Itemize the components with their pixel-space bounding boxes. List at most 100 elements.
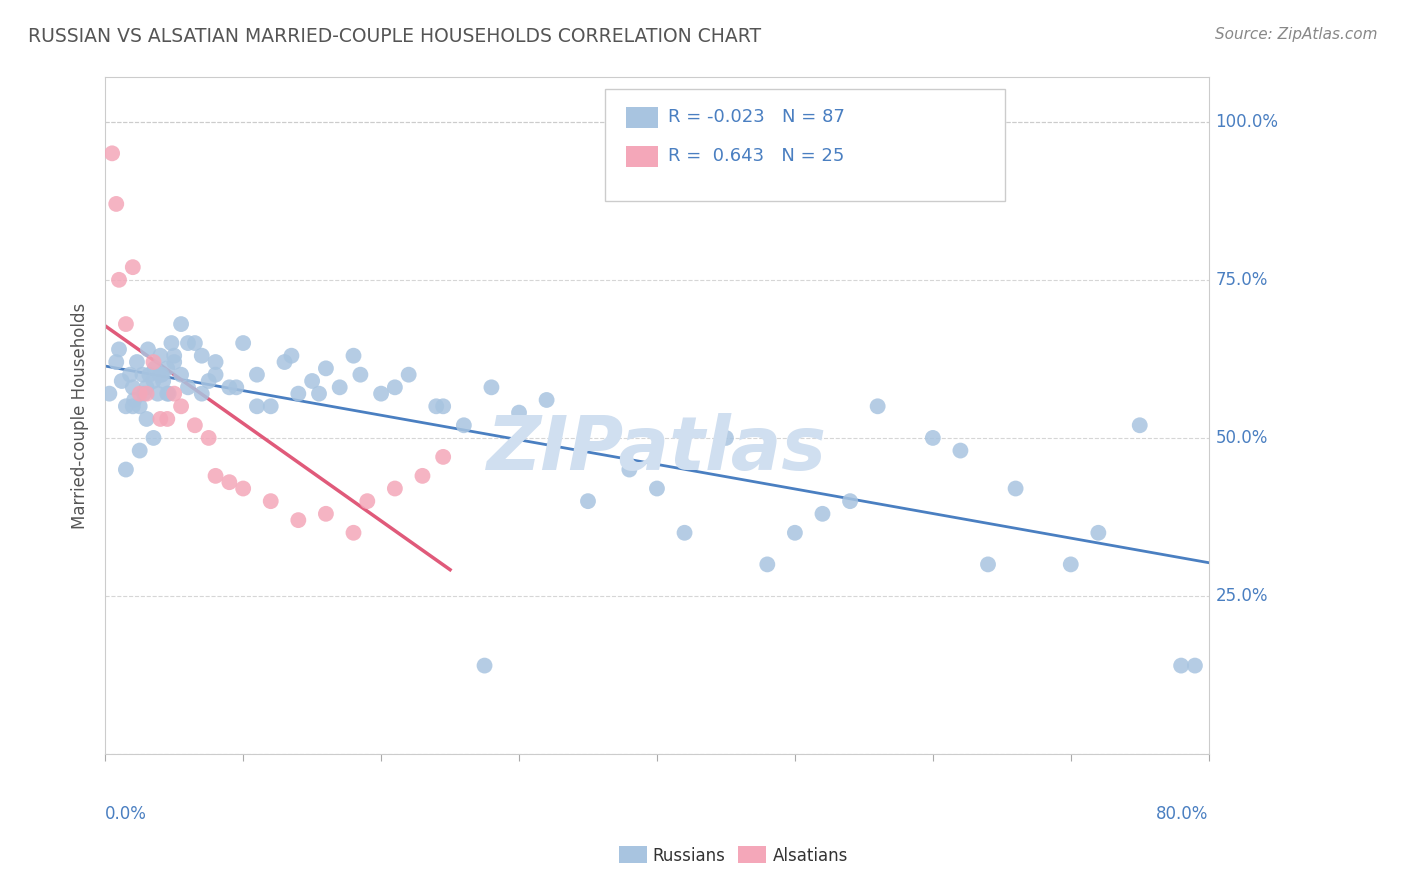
Point [157, 386, 180, 401]
Point [142, 355, 165, 369]
Point [1004, 482, 1026, 496]
Point [260, 399, 283, 413]
Point [273, 355, 295, 369]
Point [280, 349, 302, 363]
Text: 100.0%: 100.0% [1216, 112, 1278, 131]
Point [536, 392, 558, 407]
Point [160, 336, 183, 351]
Text: 0.0%: 0.0% [105, 805, 148, 822]
Point [105, 197, 128, 211]
Point [783, 525, 806, 540]
Point [949, 443, 972, 458]
Point [260, 494, 283, 508]
Point [170, 317, 193, 331]
Point [184, 336, 207, 351]
Point [115, 317, 138, 331]
Point [156, 361, 179, 376]
Text: 50.0%: 50.0% [1216, 429, 1268, 447]
Point [619, 462, 641, 476]
Point [232, 336, 254, 351]
Point [432, 399, 454, 413]
Point [921, 431, 943, 445]
Point [115, 462, 138, 476]
Point [115, 399, 138, 413]
Point [156, 386, 179, 401]
Point [122, 392, 145, 407]
Point [329, 380, 352, 394]
Point [342, 525, 364, 540]
Point [225, 380, 247, 394]
Point [977, 558, 1000, 572]
Point [315, 507, 337, 521]
Point [136, 343, 159, 357]
Point [191, 349, 214, 363]
Point [163, 355, 186, 369]
Point [204, 355, 226, 369]
Text: Russians: Russians [652, 847, 725, 865]
Point [177, 336, 200, 351]
Point [342, 349, 364, 363]
Point [811, 507, 834, 521]
Point [156, 412, 179, 426]
Point [218, 380, 240, 394]
Point [197, 431, 219, 445]
Point [128, 443, 150, 458]
Point [481, 380, 503, 394]
Point [287, 513, 309, 527]
Point [384, 380, 406, 394]
Point [101, 146, 124, 161]
Y-axis label: Married-couple Households: Married-couple Households [72, 302, 89, 529]
Point [246, 399, 269, 413]
Point [370, 386, 392, 401]
Point [425, 399, 447, 413]
Point [125, 355, 148, 369]
Point [576, 494, 599, 508]
Point [111, 374, 134, 388]
Point [121, 260, 143, 275]
Point [152, 374, 174, 388]
Point [356, 494, 378, 508]
Point [121, 399, 143, 413]
Point [163, 386, 186, 401]
Text: Source: ZipAtlas.com: Source: ZipAtlas.com [1215, 27, 1378, 42]
Point [349, 368, 371, 382]
Point [121, 380, 143, 394]
Point [315, 361, 337, 376]
Point [1170, 658, 1192, 673]
Point [197, 374, 219, 388]
Point [132, 386, 155, 401]
Point [142, 374, 165, 388]
Point [191, 386, 214, 401]
Text: 25.0%: 25.0% [1216, 587, 1268, 605]
Point [163, 349, 186, 363]
Point [204, 368, 226, 382]
Point [1129, 418, 1152, 433]
Point [411, 468, 433, 483]
Point [839, 494, 862, 508]
Point [1060, 558, 1083, 572]
Point [398, 368, 420, 382]
Point [453, 418, 475, 433]
Point [143, 361, 166, 376]
Point [128, 399, 150, 413]
Point [184, 418, 207, 433]
Point [673, 525, 696, 540]
Point [508, 406, 530, 420]
Point [135, 386, 157, 401]
Text: ZIPatlas: ZIPatlas [486, 413, 827, 486]
Text: R =  0.643   N = 25: R = 0.643 N = 25 [668, 147, 844, 165]
Point [150, 368, 173, 382]
Point [149, 349, 172, 363]
Text: R = -0.023   N = 87: R = -0.023 N = 87 [668, 108, 845, 126]
Point [138, 368, 160, 382]
Point [108, 343, 131, 357]
Point [204, 468, 226, 483]
Point [146, 386, 169, 401]
Point [135, 412, 157, 426]
Point [232, 482, 254, 496]
Text: 75.0%: 75.0% [1216, 271, 1268, 289]
Point [645, 482, 668, 496]
Point [1184, 658, 1206, 673]
Point [118, 368, 141, 382]
Point [218, 475, 240, 490]
